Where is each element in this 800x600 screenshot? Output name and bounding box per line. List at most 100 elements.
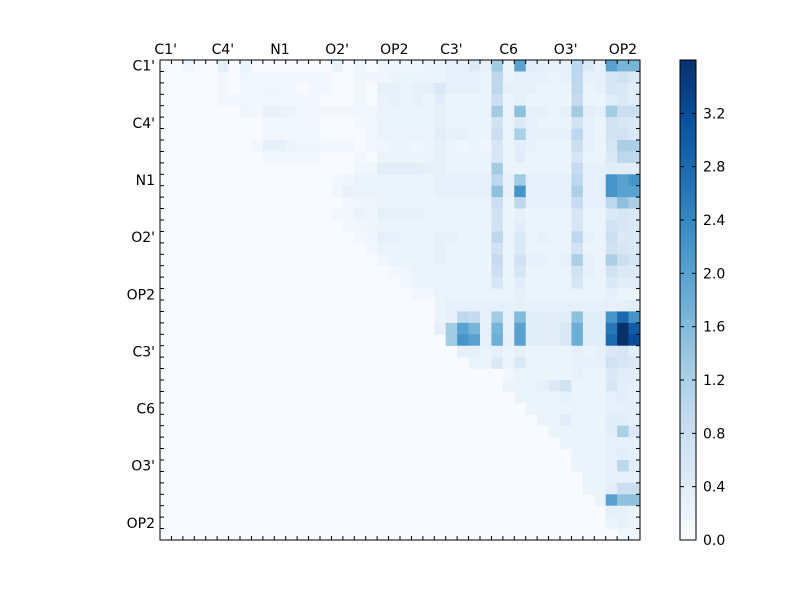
heatmap-cell — [537, 60, 549, 72]
heatmap-cell — [502, 94, 515, 107]
heatmap-cell — [411, 60, 424, 72]
y-tick-label: C1' — [132, 59, 155, 75]
heatmap-cell — [605, 300, 618, 312]
heatmap-cell — [468, 94, 481, 107]
heatmap-cell — [560, 71, 572, 84]
heatmap-cell — [582, 105, 595, 118]
heatmap-cell — [457, 311, 469, 324]
heatmap-cell — [331, 60, 344, 72]
heatmap-cell — [582, 208, 595, 221]
heatmap-cell — [628, 494, 641, 507]
heatmap-cell — [411, 117, 424, 129]
heatmap-cell — [411, 265, 424, 278]
heatmap-cell — [571, 208, 584, 221]
heatmap-cell — [422, 242, 435, 255]
heatmap-cell — [560, 231, 572, 244]
heatmap-cell — [525, 197, 538, 209]
heatmap-cell — [388, 105, 401, 118]
axis-ticks — [159, 59, 641, 541]
heatmap-cell — [491, 254, 504, 267]
heatmap-cell — [525, 380, 538, 392]
heatmap-cell — [468, 117, 481, 129]
heatmap-cell — [537, 208, 549, 221]
heatmap-cell — [422, 265, 435, 278]
heatmap-cell — [445, 82, 458, 95]
heatmap-cell — [457, 345, 469, 358]
heatmap-cell — [525, 254, 538, 267]
heatmap-cell — [297, 151, 309, 164]
heatmap-cell — [411, 231, 424, 244]
heatmap-cell — [537, 277, 549, 289]
heatmap-cell — [582, 380, 595, 392]
heatmap-cell — [628, 357, 641, 369]
heatmap-cell — [502, 82, 515, 95]
heatmap-cell — [514, 242, 527, 255]
heatmap-cell — [594, 128, 607, 141]
heatmap-cell — [342, 185, 355, 198]
heatmap-cell — [594, 288, 607, 301]
heatmap-cell — [400, 94, 412, 107]
heatmap-cell — [434, 117, 447, 129]
heatmap-cell — [594, 448, 607, 461]
heatmap-cell — [434, 105, 447, 118]
heatmap-cell — [582, 265, 595, 278]
heatmap-cell — [617, 265, 629, 278]
heatmap-cell — [594, 185, 607, 198]
heatmap-cell — [377, 105, 389, 118]
heatmap-cell — [480, 311, 492, 324]
heatmap-cell — [548, 357, 561, 369]
heatmap-cell — [605, 60, 618, 72]
heatmap-cell — [525, 357, 538, 369]
heatmap-cell — [594, 494, 607, 507]
heatmap-cell — [628, 265, 641, 278]
heatmap-cell — [308, 94, 321, 107]
heatmap-cell — [434, 288, 447, 301]
heatmap-cell — [560, 277, 572, 289]
heatmap-cell — [582, 322, 595, 335]
heatmap-cell — [422, 128, 435, 141]
heatmap-cell — [422, 208, 435, 221]
heatmap-cell — [411, 162, 424, 175]
heatmap-cell — [434, 60, 447, 72]
heatmap-cell — [285, 117, 298, 129]
heatmap-cell — [594, 277, 607, 289]
heatmap-cell — [262, 94, 275, 107]
heatmap-cell — [445, 311, 458, 324]
heatmap-cell — [400, 60, 412, 72]
heatmap-cell — [445, 208, 458, 221]
heatmap-cell — [628, 82, 641, 95]
heatmap-cell — [560, 322, 572, 335]
heatmap-cell — [434, 208, 447, 221]
heatmap-cell — [308, 82, 321, 95]
heatmap-cell — [365, 208, 378, 221]
heatmap-cell — [571, 448, 584, 461]
heatmap-cell — [354, 105, 367, 118]
heatmap-cell — [354, 60, 367, 72]
heatmap-cell — [560, 334, 572, 347]
heatmap-cell — [605, 151, 618, 164]
heatmap-cell — [274, 82, 287, 95]
heatmap-cell — [297, 128, 309, 141]
heatmap-cell — [251, 94, 264, 107]
heatmap-cell — [331, 140, 344, 152]
heatmap-cell — [480, 94, 492, 107]
heatmap-cell — [605, 117, 618, 129]
heatmap-cell — [457, 128, 469, 141]
heatmap-cell — [628, 517, 641, 529]
heatmap-cell — [400, 265, 412, 278]
heatmap-cell — [342, 140, 355, 152]
heatmap-cell — [217, 82, 229, 95]
heatmap-cell — [480, 277, 492, 289]
heatmap-cell — [388, 220, 401, 232]
heatmap-cell — [308, 151, 321, 164]
heatmap-cell — [285, 151, 298, 164]
heatmap-cell — [422, 105, 435, 118]
heatmap-cell — [594, 162, 607, 175]
heatmap-cell — [388, 185, 401, 198]
heatmap-cell — [377, 128, 389, 141]
heatmap-cell — [525, 128, 538, 141]
heatmap-cell — [628, 345, 641, 358]
heatmap-cell — [617, 71, 629, 84]
y-tick-label: O3' — [131, 459, 155, 475]
heatmap-cell — [605, 425, 618, 438]
